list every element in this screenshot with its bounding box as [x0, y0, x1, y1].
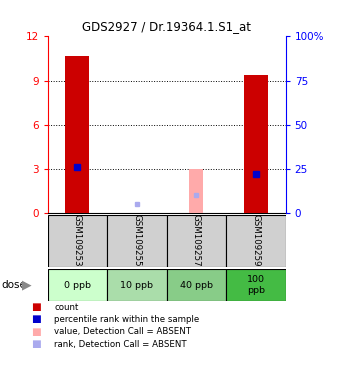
- Bar: [65, 56, 89, 213]
- Text: rank, Detection Call = ABSENT: rank, Detection Call = ABSENT: [54, 339, 187, 349]
- Bar: [244, 75, 268, 213]
- Text: ■: ■: [31, 327, 40, 337]
- Text: 0 ppb: 0 ppb: [64, 281, 91, 290]
- Text: GSM109253: GSM109253: [73, 214, 82, 266]
- Bar: [189, 169, 203, 213]
- Text: 10 ppb: 10 ppb: [120, 281, 153, 290]
- Bar: [167, 269, 226, 301]
- Text: 100
ppb: 100 ppb: [247, 275, 265, 295]
- Bar: [107, 215, 167, 267]
- Text: ■: ■: [31, 302, 40, 312]
- Text: ■: ■: [31, 339, 40, 349]
- Text: GSM109257: GSM109257: [192, 214, 201, 266]
- Bar: [226, 215, 286, 267]
- Text: GSM109255: GSM109255: [132, 214, 141, 266]
- Text: dose: dose: [2, 280, 27, 290]
- Bar: [226, 269, 286, 301]
- Bar: [107, 269, 167, 301]
- Text: GDS2927 / Dr.19364.1.S1_at: GDS2927 / Dr.19364.1.S1_at: [82, 20, 251, 33]
- Bar: [167, 215, 226, 267]
- Text: ▶: ▶: [22, 279, 32, 291]
- Text: count: count: [54, 303, 79, 312]
- Text: GSM109259: GSM109259: [251, 214, 260, 266]
- Text: 40 ppb: 40 ppb: [180, 281, 213, 290]
- Text: ■: ■: [31, 314, 40, 324]
- Text: value, Detection Call = ABSENT: value, Detection Call = ABSENT: [54, 327, 191, 336]
- Text: percentile rank within the sample: percentile rank within the sample: [54, 315, 200, 324]
- Bar: [48, 269, 107, 301]
- Bar: [48, 215, 107, 267]
